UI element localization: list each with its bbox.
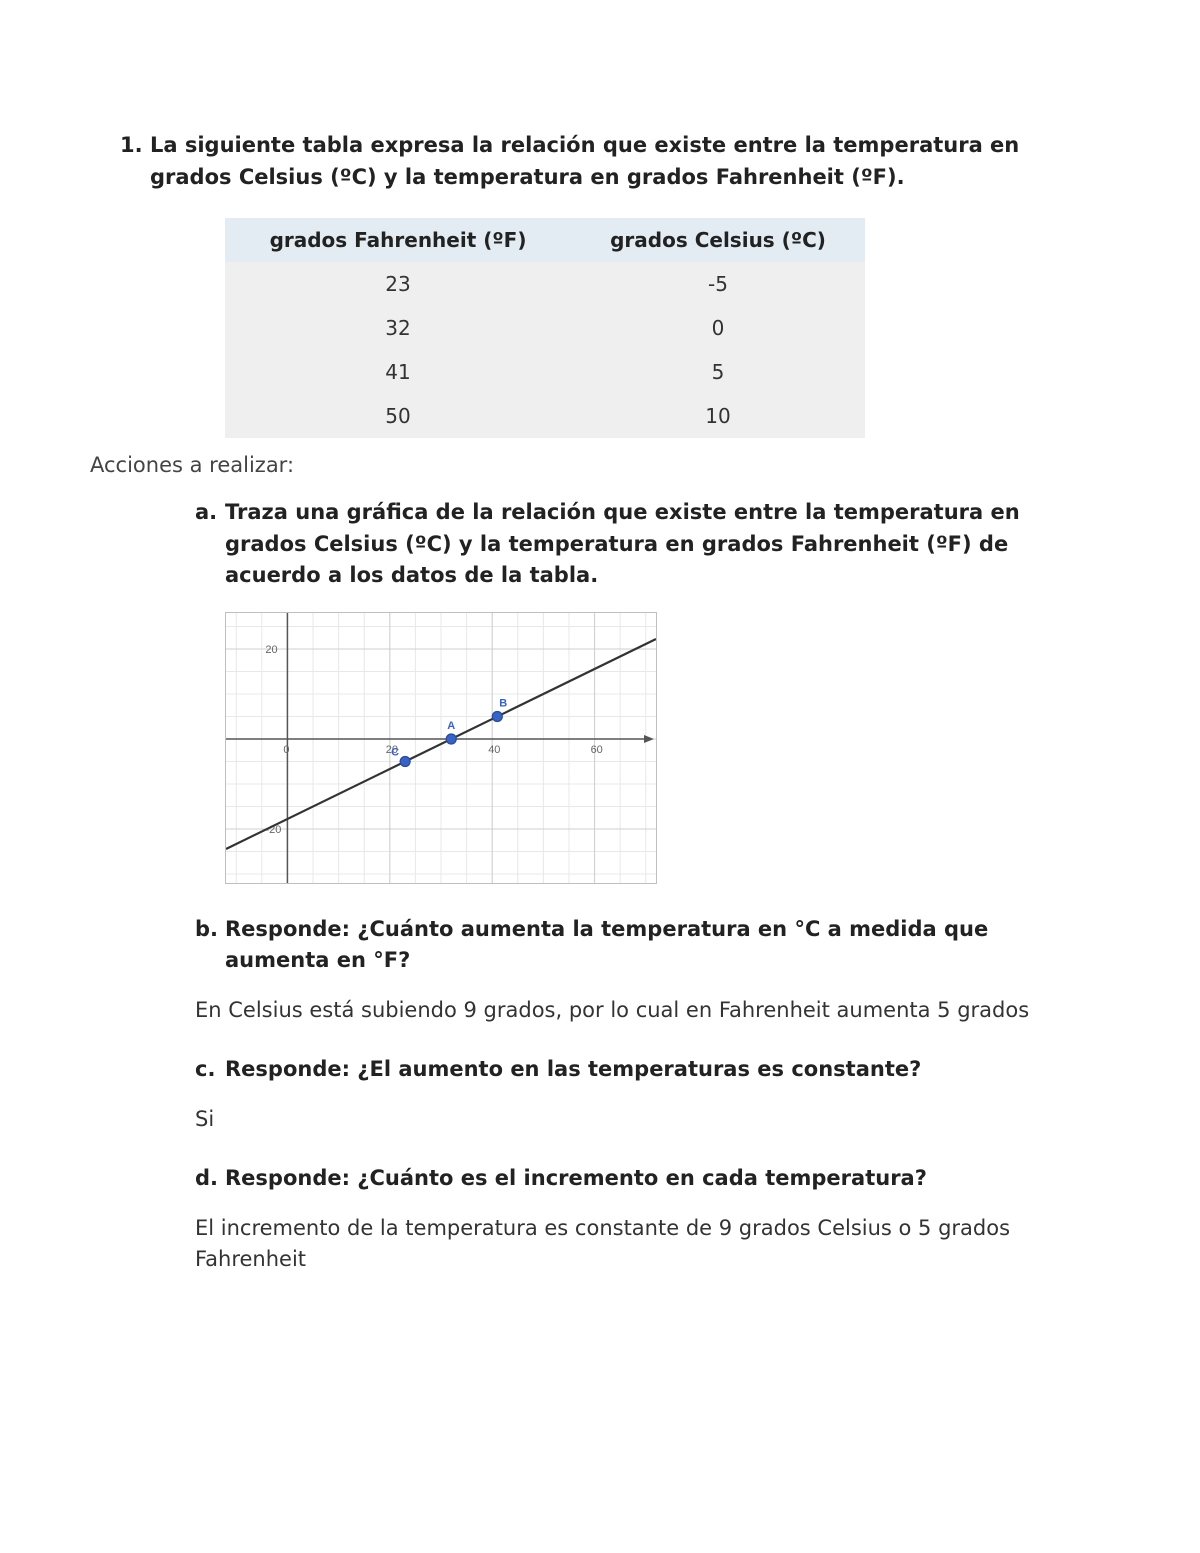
- answer-b: En Celsius está subiendo 9 grados, por l…: [195, 995, 1050, 1027]
- temperature-chart: 0204060-2020CAB: [225, 612, 657, 884]
- table-row: 23 -5: [225, 262, 865, 306]
- part-prompt: Responde: ¿Cuánto aumenta la temperatura…: [225, 917, 988, 973]
- table-row: 41 5: [225, 350, 865, 394]
- part-letter: a.: [195, 497, 225, 529]
- part-prompt: Responde: ¿El aumento en las temperatura…: [225, 1057, 921, 1081]
- svg-text:A: A: [447, 720, 455, 732]
- table-header-f: grados Fahrenheit (ºF): [225, 218, 571, 262]
- part-letter: b.: [195, 914, 225, 946]
- part-prompt: Traza una gráfica de la relación que exi…: [225, 500, 1020, 587]
- svg-text:60: 60: [591, 744, 603, 756]
- svg-text:0: 0: [283, 744, 289, 756]
- part-prompt: Responde: ¿Cuánto es el incremento en ca…: [225, 1166, 927, 1190]
- svg-text:40: 40: [488, 744, 500, 756]
- svg-text:B: B: [499, 697, 507, 709]
- chart-container: 0204060-2020CAB: [225, 612, 1110, 884]
- part-letter: d.: [195, 1163, 225, 1195]
- table-row: 32 0: [225, 306, 865, 350]
- table-row: 50 10: [225, 394, 865, 438]
- question-1: 1.La siguiente tabla expresa la relación…: [150, 130, 1050, 193]
- answer-c: Si: [195, 1104, 1050, 1136]
- svg-text:20: 20: [265, 644, 277, 656]
- question-number: 1.: [120, 130, 150, 162]
- part-letter: c.: [195, 1054, 225, 1086]
- table-header-c: grados Celsius (ºC): [571, 218, 865, 262]
- part-d: d.Responde: ¿Cuánto es el incremento en …: [225, 1163, 1050, 1195]
- part-c: c.Responde: ¿El aumento en las temperatu…: [225, 1054, 1050, 1086]
- part-b: b.Responde: ¿Cuánto aumenta la temperatu…: [225, 914, 1050, 977]
- table-header-row: grados Fahrenheit (ºF) grados Celsius (º…: [225, 218, 865, 262]
- acciones-label: Acciones a realizar:: [90, 453, 1110, 477]
- answer-d: El incremento de la temperatura es const…: [195, 1213, 1050, 1276]
- document-page: 1.La siguiente tabla expresa la relación…: [0, 0, 1200, 1553]
- temperature-table: grados Fahrenheit (ºF) grados Celsius (º…: [225, 218, 865, 438]
- question-text: La siguiente tabla expresa la relación q…: [150, 133, 1019, 189]
- part-a: a.Traza una gráfica de la relación que e…: [225, 497, 1050, 592]
- svg-text:C: C: [391, 746, 399, 758]
